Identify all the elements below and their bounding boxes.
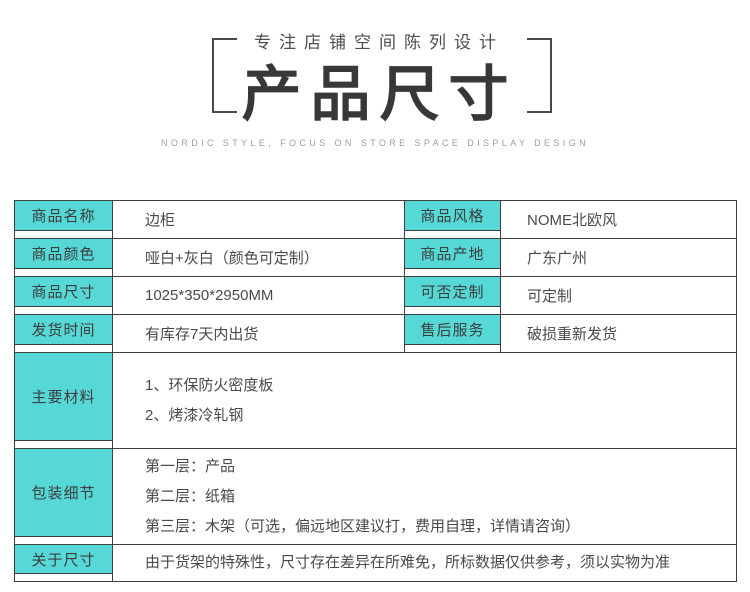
left-bracket-decoration	[212, 38, 237, 113]
right-bracket-decoration	[527, 38, 552, 113]
table-row: 商品颜色 哑白+灰白（颜色可定制） 商品产地 广东广州	[14, 238, 737, 277]
table-row: 关于尺寸 由于货架的特殊性，尺寸存在差异在所难免，所标数据仅供参考，须以实物为准	[14, 544, 737, 582]
table-row: 包装细节 第一层：产品 第二层：纸箱 第三层：木架（可选，偏远地区建议打，费用自…	[14, 448, 737, 545]
spec-label: 商品名称	[15, 201, 112, 231]
spec-value-multiline: 由于货架的特殊性，尺寸存在差异在所难免，所标数据仅供参考，须以实物为准	[112, 544, 737, 582]
spec-value-multiline: 1、环保防火密度板 2、烤漆冷轧钢	[112, 352, 737, 449]
spec-value: NOME北欧风	[500, 200, 737, 239]
spec-table: 商品名称 边柜 商品风格 NOME北欧风 商品颜色 哑白+灰白（颜色可定制） 商…	[14, 200, 737, 582]
spec-label: 售后服务	[405, 315, 500, 345]
spec-label: 商品尺寸	[15, 277, 112, 307]
spec-label: 商品颜色	[15, 239, 112, 269]
spec-value: 有库存7天内出货	[112, 314, 405, 353]
spec-label: 包装细节	[15, 449, 112, 537]
spec-value-line: 第一层：产品	[145, 457, 236, 475]
spec-value: 可定制	[500, 276, 737, 315]
table-row: 商品尺寸 1025*350*2950MM 可否定制 可定制	[14, 276, 737, 315]
spec-value-line: 第三层：木架（可选，偏远地区建议打，费用自理，详情请咨询）	[145, 517, 581, 535]
table-row: 发货时间 有库存7天内出货 售后服务 破损重新发货	[14, 314, 737, 353]
spec-label-cell: 商品产地	[404, 238, 501, 277]
spec-value-line: 1、环保防火密度板	[145, 376, 274, 394]
spec-label-cell: 主要材料	[14, 352, 113, 449]
spec-label-cell: 商品名称	[14, 200, 113, 239]
spec-value-multiline: 第一层：产品 第二层：纸箱 第三层：木架（可选，偏远地区建议打，费用自理，详情请…	[112, 448, 737, 545]
spec-label: 商品风格	[405, 201, 500, 231]
table-row: 主要材料 1、环保防火密度板 2、烤漆冷轧钢	[14, 352, 737, 449]
spec-value-line: 由于货架的特殊性，尺寸存在差异在所难免，所标数据仅供参考，须以实物为准	[145, 554, 671, 571]
spec-value: 破损重新发货	[500, 314, 737, 353]
spec-label-cell: 商品尺寸	[14, 276, 113, 315]
spec-label-cell: 可否定制	[404, 276, 501, 315]
spec-label-cell: 包装细节	[14, 448, 113, 545]
spec-value: 边柜	[112, 200, 405, 239]
spec-label: 关于尺寸	[15, 545, 112, 574]
header-tagline: 专注店铺空间陈列设计	[254, 33, 504, 52]
spec-label-cell: 商品颜色	[14, 238, 113, 277]
spec-value: 哑白+灰白（颜色可定制）	[112, 238, 405, 277]
spec-value-line: 第二层：纸箱	[145, 487, 236, 505]
page-header: 专注店铺空间陈列设计 产品尺寸 NORDIC STYLE, FOCUS ON S…	[0, 0, 750, 148]
table-row: 商品名称 边柜 商品风格 NOME北欧风	[14, 200, 737, 239]
spec-label: 发货时间	[15, 315, 112, 345]
spec-value: 广东广州	[500, 238, 737, 277]
spec-label-cell: 商品风格	[404, 200, 501, 239]
spec-label: 主要材料	[15, 353, 112, 441]
header-subtitle: NORDIC STYLE, FOCUS ON STORE SPACE DISPL…	[161, 138, 589, 148]
spec-label-cell: 售后服务	[404, 314, 501, 353]
page-title: 产品尺寸	[241, 61, 518, 128]
spec-label: 可否定制	[405, 277, 500, 307]
spec-label: 商品产地	[405, 239, 500, 269]
spec-value: 1025*350*2950MM	[112, 276, 405, 315]
spec-label-cell: 发货时间	[14, 314, 113, 353]
spec-value-line: 2、烤漆冷轧钢	[145, 406, 244, 424]
spec-label-cell: 关于尺寸	[14, 544, 113, 582]
